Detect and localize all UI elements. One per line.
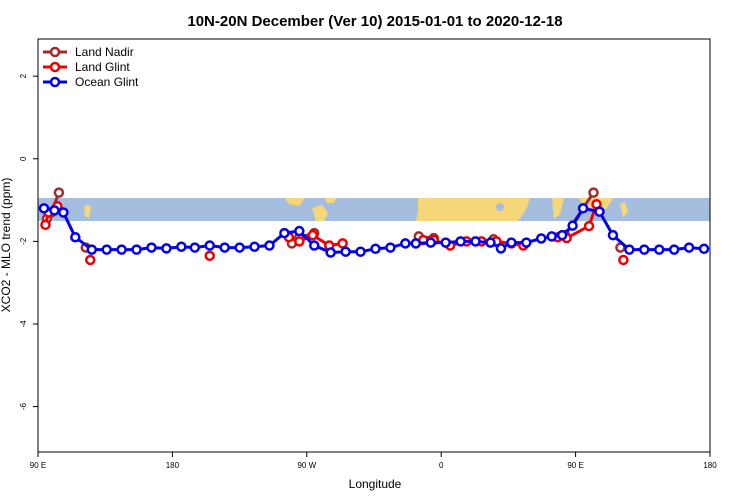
data-point [385,242,396,253]
data-point [38,203,50,214]
data-point [337,238,348,249]
data-point [588,187,599,198]
x-axis-label: Longitude [349,477,402,491]
data-point [410,238,422,249]
data-point [607,229,619,241]
x-tick-label: 180 [703,461,717,470]
data-point [653,244,665,255]
data-point [264,240,275,251]
x-tick-label: 90 E [567,461,583,470]
data-point [400,238,411,249]
data-point [85,254,96,266]
y-tick-label: -2 [19,237,28,245]
y-tick-label: -6 [19,402,28,410]
data-point [116,244,127,255]
data-point [639,244,650,255]
data-point [340,246,351,257]
data-point [161,243,172,254]
data-point [249,241,260,252]
data-point [668,244,680,255]
data-point [309,240,320,251]
data-point [594,206,605,217]
data-point [131,244,142,255]
data-point [101,244,112,255]
data-point [294,225,305,237]
data-point [425,237,436,248]
data-point [49,205,60,216]
x-tick-label: 90 E [30,461,46,470]
data-point [204,250,215,262]
data-point [521,237,532,248]
data-point [325,247,336,258]
legend-label: Land Nadir [75,45,134,59]
data-point [176,241,187,252]
data-point [698,243,710,255]
data-point [485,237,496,248]
data-point [546,231,557,242]
legend-label: Ocean Glint [75,75,139,89]
data-point [577,203,589,214]
data-point [58,207,69,218]
legend-marker [49,61,61,73]
data-point [455,236,466,247]
legend-label: Land Glint [75,60,130,74]
legend-marker [49,46,61,58]
x-tick-label: 180 [166,461,180,470]
data-point [683,242,695,253]
data-point [40,219,51,231]
data-point [70,231,81,243]
data-point [506,237,517,248]
data-point [567,220,578,231]
data-point [189,242,201,253]
x-tick-label: 90 W [297,461,316,470]
data-point [53,187,65,198]
data-point [583,220,595,232]
chart-title: 10N-20N December (Ver 10) 2015-01-01 to … [187,13,562,30]
data-point [618,254,629,266]
data-point [204,240,215,251]
y-axis-label: XCO2 - MLO trend (ppm) [0,178,13,313]
data-point [294,236,305,247]
data-point [370,243,381,255]
plot-frame [37,38,711,453]
legend-marker [49,76,61,88]
data-point [146,242,157,253]
data-point [495,243,507,254]
data-point [355,246,366,257]
y-tick-label: 0 [19,156,28,161]
data-point [219,242,230,253]
data-point [279,227,290,239]
data-point [234,242,245,253]
data-point [536,233,547,244]
x-tick-label: 0 [439,461,444,470]
data-point [556,229,568,241]
data-point [470,236,481,247]
data-point [440,237,451,248]
map-strip [38,198,710,221]
data-point [86,244,98,255]
data-point [307,229,319,241]
y-tick-label: -4 [19,320,28,328]
data-point [624,244,635,255]
y-tick-label: 2 [19,73,28,78]
